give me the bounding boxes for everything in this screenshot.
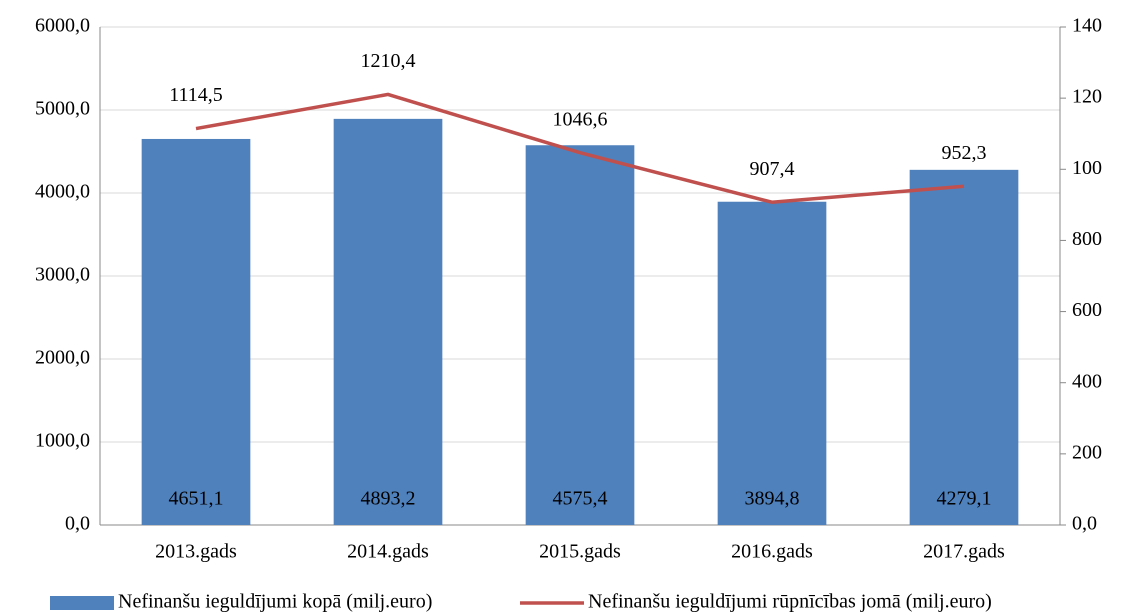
bar-value-label: 4279,1 xyxy=(937,488,992,510)
y-tick-label: 3000,0 xyxy=(35,264,90,286)
y2-tick-label: 800 xyxy=(1072,228,1102,250)
x-tick-label: 2014.gads xyxy=(347,541,429,563)
bar xyxy=(717,201,827,525)
legend-swatch xyxy=(50,596,114,610)
y-tick-label: 1000,0 xyxy=(35,430,90,452)
legend-label: Nefinanšu ieguldījumi rūpnīcības jomā (m… xyxy=(588,591,992,613)
bar xyxy=(333,118,443,525)
y2-tick-label: 0,0 xyxy=(1072,513,1097,535)
y-tick-label: 6000,0 xyxy=(35,15,90,37)
legend-label: Nefinanšu ieguldījumi kopā (milj.euro) xyxy=(118,591,432,613)
line-value-label: 1046,6 xyxy=(553,108,608,130)
line-value-label: 1210,4 xyxy=(361,50,416,72)
y-tick-label: 2000,0 xyxy=(35,347,90,369)
bar xyxy=(525,145,635,525)
y-tick-label: 4000,0 xyxy=(35,181,90,203)
bar-value-label: 3894,8 xyxy=(745,488,800,510)
line-value-label: 907,4 xyxy=(750,158,795,180)
x-tick-label: 2013.gads xyxy=(155,541,237,563)
x-tick-label: 2016.gads xyxy=(731,541,813,563)
y2-tick-label: 100 xyxy=(1072,157,1102,179)
line-value-label: 1114,5 xyxy=(169,84,223,106)
bar xyxy=(141,138,251,526)
y-tick-label: 5000,0 xyxy=(35,98,90,120)
y2-tick-label: 200 xyxy=(1072,441,1102,463)
y2-tick-label: 400 xyxy=(1072,370,1102,392)
x-tick-label: 2015.gads xyxy=(539,541,621,563)
y-tick-label: 0,0 xyxy=(65,513,90,535)
bar-value-label: 4575,4 xyxy=(553,488,608,510)
bar xyxy=(909,169,1019,525)
bar-value-label: 4651,1 xyxy=(169,488,224,510)
bar-value-label: 4893,2 xyxy=(361,488,416,510)
line xyxy=(195,92,965,204)
y2-tick-label: 120 xyxy=(1072,86,1102,108)
line-value-label: 952,3 xyxy=(942,142,987,164)
y2-tick-label: 600 xyxy=(1072,299,1102,321)
y2-tick-label: 140 xyxy=(1072,15,1102,37)
x-tick-label: 2017.gads xyxy=(923,541,1005,563)
